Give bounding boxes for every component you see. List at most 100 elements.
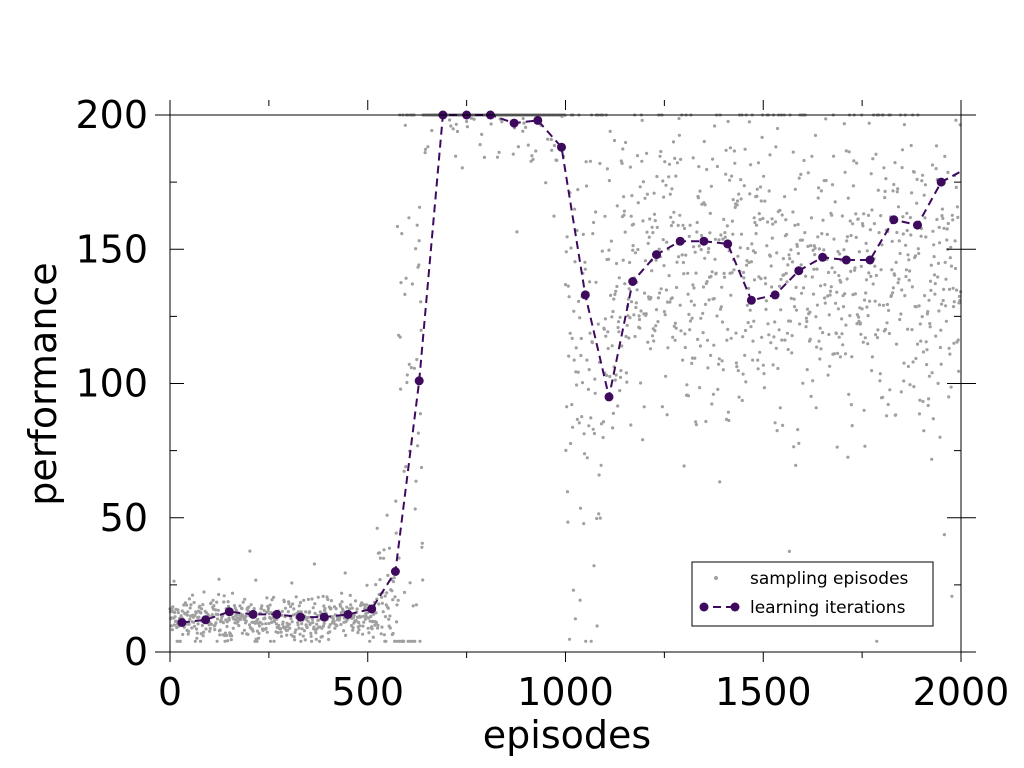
- sampling-point: [784, 218, 788, 222]
- sampling-point: [927, 397, 931, 401]
- sampling-point: [690, 316, 694, 320]
- sampling-point: [357, 621, 361, 625]
- sampling-point: [726, 410, 731, 414]
- sampling-point: [306, 597, 310, 602]
- sampling-point: [900, 288, 904, 292]
- sampling-point: [552, 214, 556, 218]
- sampling-point: [339, 611, 343, 615]
- sampling-point: [176, 611, 180, 615]
- sampling-point: [839, 280, 843, 284]
- sampling-point: [619, 369, 623, 373]
- sampling-point: [357, 628, 361, 632]
- sampling-point: [854, 212, 858, 216]
- sampling-point: [628, 316, 632, 320]
- sampling-point: [408, 581, 412, 585]
- sampling-point: [285, 628, 290, 632]
- sampling-point: [828, 293, 832, 297]
- sampling-point: [764, 299, 769, 303]
- sampling-point: [420, 541, 424, 545]
- sampling-point: [728, 178, 732, 182]
- sampling-point: [669, 215, 673, 219]
- sampling-point: [325, 595, 329, 599]
- sampling-point: [942, 533, 947, 537]
- sampling-point: [885, 321, 889, 325]
- sampling-point: [618, 315, 622, 319]
- sampling-point: [172, 623, 176, 627]
- sampling-point: [407, 362, 411, 366]
- sampling-point: [395, 224, 399, 229]
- sampling-point: [742, 184, 746, 188]
- sampling-point: [212, 604, 216, 608]
- sampling-point: [824, 178, 828, 183]
- sampling-point: [397, 556, 401, 560]
- sampling-point: [652, 191, 656, 195]
- sampling-point: [381, 610, 385, 614]
- sampling-point: [917, 251, 921, 256]
- sampling-point: [682, 226, 687, 231]
- sampling-point: [847, 150, 851, 154]
- sampling-point: [643, 196, 647, 200]
- sampling-point: [251, 629, 255, 633]
- sampling-point: [933, 282, 937, 286]
- sampling-point: [280, 609, 284, 614]
- sampling-point: [883, 327, 888, 331]
- sampling-point: [613, 292, 617, 296]
- sampling-point: [808, 337, 812, 341]
- learning-point: [248, 609, 258, 619]
- sampling-point: [747, 286, 751, 290]
- sampling-point: [200, 607, 204, 611]
- sampling-point: [589, 416, 593, 420]
- sampling-point: [679, 329, 683, 333]
- sampling-point: [419, 328, 423, 332]
- sampling-point: [759, 199, 763, 203]
- sampling-point: [190, 593, 195, 597]
- sampling-point: [946, 221, 950, 226]
- sampling-point: [465, 119, 469, 124]
- sampling-point: [279, 627, 283, 631]
- learning-point: [272, 609, 282, 619]
- sampling-point: [673, 321, 678, 325]
- sampling-point: [198, 604, 202, 608]
- sampling-point: [305, 625, 309, 630]
- sampling-point: [354, 619, 358, 623]
- sampling-point: [933, 292, 937, 296]
- sampling-point: [946, 170, 950, 174]
- sampling-point: [288, 626, 292, 630]
- sampling-point: [607, 257, 611, 261]
- sampling-point: [580, 381, 585, 385]
- sampling-point: [834, 301, 838, 305]
- sampling-point: [624, 371, 629, 375]
- sampling-point: [598, 161, 602, 166]
- sampling-point: [417, 239, 421, 243]
- sampling-point: [663, 313, 667, 317]
- sampling-point: [914, 356, 918, 361]
- sampling-point: [830, 213, 834, 217]
- sampling-point: [784, 271, 788, 275]
- sampling-point: [949, 264, 954, 268]
- sampling-point: [232, 604, 237, 608]
- sampling-point: [701, 285, 706, 289]
- sampling-point: [879, 268, 883, 272]
- learning-point: [889, 215, 899, 225]
- sampling-point: [912, 170, 916, 174]
- sampling-point: [174, 619, 178, 623]
- sampling-point: [394, 499, 398, 503]
- sampling-point: [913, 254, 918, 258]
- sampling-point: [650, 225, 654, 229]
- sampling-point: [779, 308, 783, 312]
- sampling-point: [753, 220, 757, 225]
- sampling-point: [793, 187, 797, 191]
- sampling-point: [550, 148, 554, 152]
- sampling-point: [226, 600, 230, 604]
- sampling-point: [948, 352, 952, 356]
- sampling-point: [676, 223, 680, 227]
- sampling-point: [740, 398, 744, 403]
- sampling-point: [667, 162, 672, 166]
- sampling-point: [674, 174, 678, 178]
- sampling-point: [611, 309, 615, 314]
- sampling-point: [631, 244, 635, 248]
- sampling-point: [641, 438, 645, 442]
- sampling-point: [781, 257, 786, 261]
- sampling-point: [855, 313, 860, 317]
- sampling-point: [370, 627, 374, 631]
